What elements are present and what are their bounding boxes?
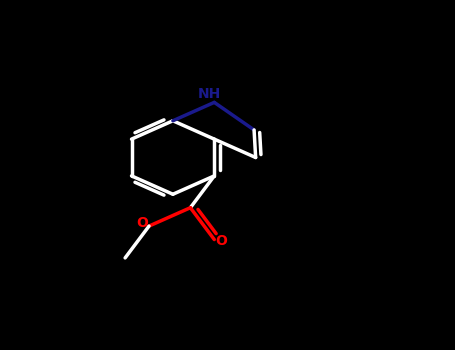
Text: O: O bbox=[136, 216, 148, 230]
Text: NH: NH bbox=[198, 87, 221, 101]
Text: O: O bbox=[215, 234, 227, 248]
